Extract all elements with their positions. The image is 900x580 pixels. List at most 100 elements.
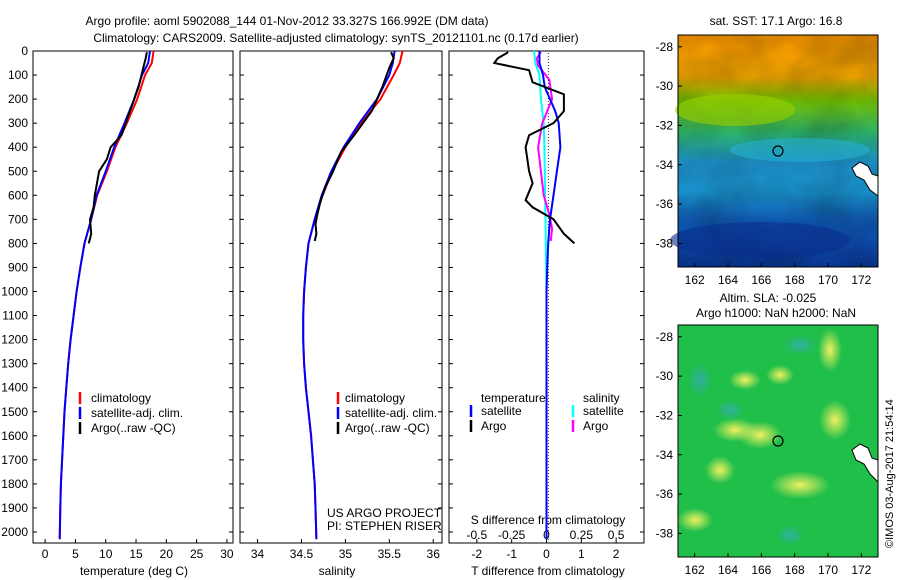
- lat-tick-label: -38: [656, 236, 674, 250]
- s-tick-label: 0.25: [570, 528, 594, 542]
- depth-tick-label: 1100: [2, 309, 28, 323]
- temperature-diff-argo-line: [492, 51, 576, 245]
- project-credit: US ARGO PROJECT: [327, 506, 442, 520]
- lon-tick-label: 162: [685, 563, 705, 577]
- legend-t-argo: Argo: [481, 419, 507, 433]
- legend-climatology: climatology: [345, 391, 405, 405]
- lon-tick-label: 168: [785, 273, 805, 287]
- lon-tick-label: 168: [785, 563, 805, 577]
- salinity-legend: climatology satellite-adj. clim. Argo(..…: [336, 391, 437, 435]
- legend-satellite: satellite-adj. clim.: [91, 406, 183, 420]
- x-tick-label: 2: [613, 547, 620, 561]
- depth-tick-label: 500: [8, 164, 28, 178]
- lon-tick-label: 172: [851, 273, 871, 287]
- x-tick-label: 30: [220, 547, 234, 561]
- depth-tick-label: 900: [8, 260, 28, 274]
- imos-timestamp: ©IMOS 03-Aug-2017 21:54:14: [884, 399, 896, 548]
- sla-map-title-1: Altim. SLA: -0.025: [720, 291, 817, 305]
- legend-satellite: satellite-adj. clim.: [345, 406, 437, 420]
- x-tick-label: 34: [251, 547, 265, 561]
- lat-tick-label: -36: [656, 487, 674, 501]
- lat-tick-label: -28: [656, 330, 674, 344]
- legend-s-argo: Argo: [583, 419, 609, 433]
- difference-xlabel: T difference from climatology: [471, 564, 625, 578]
- lon-tick-label: 166: [751, 563, 771, 577]
- x-tick-label: 5: [72, 547, 79, 561]
- lat-tick-label: -32: [656, 408, 674, 422]
- temperature-legend: climatology satellite-adj. clim. Argo(..…: [78, 391, 183, 435]
- legend-climatology: climatology: [91, 391, 151, 405]
- depth-tick-label: 1000: [1, 285, 28, 299]
- lat-tick-label: -30: [656, 369, 674, 383]
- lon-tick-label: 166: [751, 273, 771, 287]
- lat-tick-label: -34: [656, 158, 674, 172]
- lat-tick-label: -28: [656, 40, 674, 54]
- legend-argo: Argo(..raw -QC): [345, 421, 430, 435]
- x-tick-label: 1: [578, 547, 585, 561]
- sla-map-axes: 162 164 166 168 170 172 -28 -30 -32 -34 -36 -38: [656, 330, 872, 577]
- x-tick-label: 25: [190, 547, 204, 561]
- x-tick-label: -2: [472, 547, 483, 561]
- legend-salinity-heading: salinity: [583, 391, 620, 405]
- depth-tick-label: 600: [8, 188, 28, 202]
- temperature-xlabel: temperature (deg C): [80, 564, 188, 578]
- x-tick-label: 34.5: [290, 547, 314, 561]
- depth-tick-label: 400: [8, 140, 28, 154]
- lat-tick-label: -30: [656, 79, 674, 93]
- x-tick-label: 15: [129, 547, 143, 561]
- legend-temperature-heading: temperature: [481, 391, 546, 405]
- salinity-argo-line: [313, 51, 395, 242]
- title-line-1: Argo profile: aoml 5902088_144 01-Nov-20…: [86, 14, 489, 28]
- depth-tick-label: 300: [8, 116, 28, 130]
- x-tick-label: 0: [42, 547, 49, 561]
- salinity-xticks: 34 34.5 35 35.5 36: [251, 539, 440, 561]
- temperature-panel: [32, 50, 234, 544]
- salinity-panel: [239, 50, 443, 544]
- lon-tick-label: 164: [718, 563, 738, 577]
- x-tick-label: 0: [543, 547, 550, 561]
- pi-credit: PI: STEPHEN RISER: [327, 519, 442, 533]
- depth-tick-label: 200: [8, 92, 28, 106]
- sst-map-axes: 162 164 166 168 170 172 -28 -30 -32 -34 -36 -38: [656, 40, 872, 287]
- sst-map-title: sat. SST: 17.1 Argo: 16.8: [710, 14, 843, 28]
- depth-tick-label: 100: [8, 68, 28, 82]
- x-tick-label: 36: [427, 547, 441, 561]
- salinity-satellite-line: [302, 50, 396, 540]
- depth-tick-label: 800: [8, 236, 28, 250]
- depth-tick-label: 2000: [1, 525, 28, 539]
- float-position-marker: [772, 145, 784, 157]
- x-tick-label: 20: [160, 547, 174, 561]
- s-tick-label: -0.25: [498, 528, 526, 542]
- difference-top-label: S difference from climatology: [471, 513, 626, 527]
- lon-tick-label: 172: [851, 563, 871, 577]
- lon-tick-label: 170: [818, 563, 838, 577]
- depth-tick-label: 700: [8, 212, 28, 226]
- depth-tick-label: 1600: [1, 429, 28, 443]
- depth-tick-label: 1200: [1, 333, 28, 347]
- s-tick-label: 0.5: [608, 528, 625, 542]
- x-tick-label: 10: [99, 547, 113, 561]
- x-tick-label: 35: [339, 547, 353, 561]
- s-tick-label: -0.5: [467, 528, 488, 542]
- depth-tick-label: 1800: [1, 477, 28, 491]
- x-tick-label: 35.5: [378, 547, 402, 561]
- sla-map: [677, 324, 879, 558]
- lat-tick-label: -32: [656, 118, 674, 132]
- temperature-xticks: 0 5 10 15 20 25 30: [42, 539, 234, 561]
- legend-t-satellite: satellite: [481, 404, 522, 418]
- lon-tick-label: 164: [718, 273, 738, 287]
- temperature-argo-line: [87, 52, 148, 244]
- difference-legend: temperature salinity satellite Argo sate…: [469, 391, 624, 433]
- salinity-xlabel: salinity: [319, 564, 356, 578]
- lon-tick-label: 170: [818, 273, 838, 287]
- legend-s-satellite: satellite: [583, 404, 624, 418]
- depth-tick-label: 1300: [1, 357, 28, 371]
- temperature-diff-satellite-line: [538, 51, 562, 540]
- x-tick-label: -1: [506, 547, 517, 561]
- title-line-2: Climatology: CARS2009. Satellite-adjuste…: [93, 31, 578, 45]
- depth-tick-label: 1500: [1, 405, 28, 419]
- depth-axis: 0 100 200 300 400 500 600 700 800 900 1000 1100 1200…: [1, 44, 644, 539]
- lat-tick-label: -36: [656, 197, 674, 211]
- legend-argo: Argo(..raw -QC): [91, 421, 176, 435]
